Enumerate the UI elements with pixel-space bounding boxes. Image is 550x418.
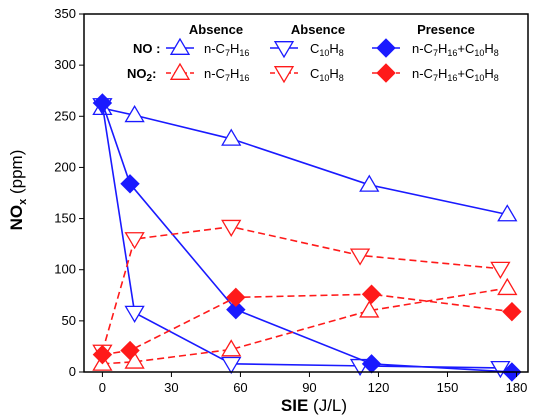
y-tick-label: 250 <box>54 108 76 123</box>
data-point <box>361 354 382 374</box>
plot-frame <box>83 13 529 373</box>
data-point <box>221 339 242 357</box>
data-point <box>221 128 242 146</box>
y-axis-title: NOx (ppm) <box>7 150 29 231</box>
data-point <box>221 356 242 375</box>
data-point <box>359 174 380 192</box>
series-no2-5 <box>92 284 522 365</box>
legend-header-presence: Presence <box>417 22 475 37</box>
data-point <box>490 261 511 279</box>
y-tick-label: 100 <box>54 262 76 277</box>
data-point <box>361 284 382 304</box>
y-tick-label: 50 <box>62 313 76 328</box>
x-tick-label: 60 <box>233 380 247 395</box>
series-line <box>101 102 512 373</box>
data-point <box>221 219 242 238</box>
data-point <box>226 287 246 308</box>
series-no2-4 <box>92 219 511 362</box>
y-tick-label: 150 <box>54 211 76 226</box>
series-line <box>102 293 512 356</box>
data-point <box>92 344 113 365</box>
series-no-0 <box>92 97 518 222</box>
legend-marker <box>376 63 396 83</box>
legend-marker <box>169 62 191 80</box>
legend: Absence Absence Presence NO : NO2: n-C7H… <box>127 22 499 84</box>
data-point <box>349 248 371 266</box>
x-axis-title: SIE (J/L) <box>281 396 347 415</box>
y-tick-label: 0 <box>69 364 76 379</box>
legend-label-no-mix: n-C7H16+C10H8 <box>412 41 499 58</box>
y-tick-label: 200 <box>54 159 76 174</box>
data-point <box>120 174 140 194</box>
data-point <box>124 351 145 369</box>
data-point <box>502 301 522 322</box>
x-tick-label: 120 <box>368 380 390 395</box>
data-point <box>120 340 140 361</box>
data-point <box>124 104 145 123</box>
x-tick-label: 0 <box>99 380 106 395</box>
legend-marker <box>169 37 191 55</box>
x-tick-label: 180 <box>506 380 528 395</box>
series-line <box>102 287 508 365</box>
legend-marker <box>376 38 396 58</box>
legend-marks <box>166 37 400 84</box>
legend-label-no2-nc7h16: n-C7H16 <box>204 66 249 83</box>
legend-header-absence-2: Absence <box>291 22 345 37</box>
y-tick-label: 300 <box>54 57 76 72</box>
legend-label-no2-mix: n-C7H16+C10H8 <box>412 66 499 83</box>
legend-label-no-nc7h16: n-C7H16 <box>204 41 249 58</box>
tick-layer: 0 30 60 90 120 150 180 0 50 100 150 200 250 300 350 <box>54 6 527 395</box>
data-point <box>124 305 145 323</box>
series-layer <box>92 93 522 382</box>
legend-row-no: NO : <box>133 41 160 56</box>
series-line <box>101 104 501 369</box>
legend-marker <box>273 66 295 84</box>
legend-label-no-c10h8: C10H8 <box>310 41 344 58</box>
series-line <box>101 225 501 352</box>
data-point <box>497 204 518 222</box>
legend-header-absence-1: Absence <box>189 22 243 37</box>
x-tick-label: 30 <box>164 380 178 395</box>
data-point <box>124 232 145 250</box>
x-tick-label: 90 <box>302 380 316 395</box>
y-tick-label: 350 <box>54 6 76 21</box>
series-no-2 <box>92 93 522 382</box>
x-tick-label: 150 <box>437 380 459 395</box>
data-point <box>490 360 511 379</box>
legend-row-no2: NO2: <box>127 66 156 84</box>
series-line <box>102 107 508 216</box>
legend-marker <box>273 41 295 59</box>
data-point <box>497 277 518 296</box>
data-point <box>226 299 246 320</box>
data-point <box>92 93 113 113</box>
data-point <box>359 300 380 318</box>
legend-label-no2-c10h8: C10H8 <box>310 66 344 83</box>
